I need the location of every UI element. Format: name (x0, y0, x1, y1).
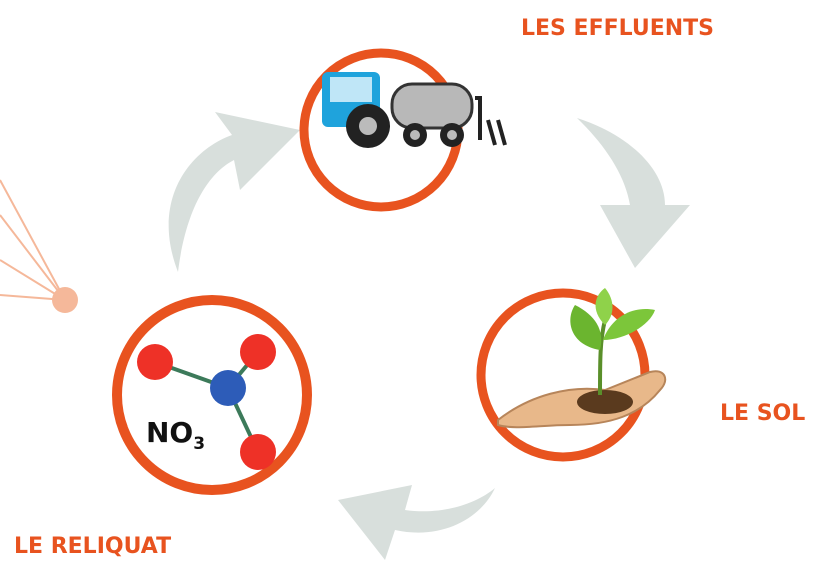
decor-lines (0, 180, 65, 300)
node-reliquat: NO3 (117, 300, 307, 490)
formula-base: NO (146, 416, 193, 449)
node-label: LE SOL (720, 401, 805, 426)
cycle-diagram: NO3 LES EFFLUENTS LE SOL LE RELIQUAT (0, 0, 819, 565)
node-label: LES EFFLUENTS (521, 16, 714, 41)
decor-dot (52, 287, 78, 313)
node-label: LE RELIQUAT (14, 534, 171, 559)
node-effluents (304, 53, 505, 207)
formula-subscript: 3 (193, 434, 205, 454)
node-sol (481, 288, 665, 457)
